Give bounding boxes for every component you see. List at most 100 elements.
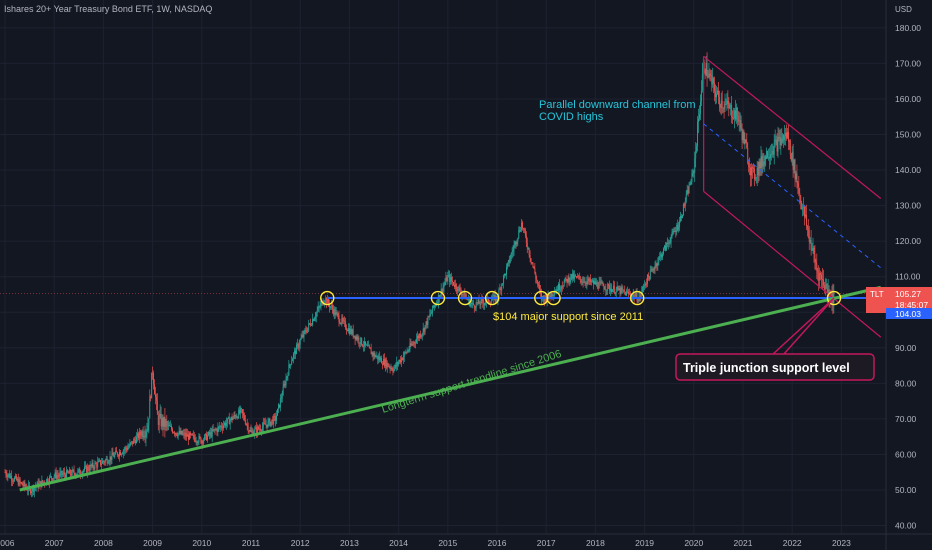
- longterm-trendline[interactable]: [19, 285, 882, 492]
- channel-upper-line[interactable]: [703, 55, 882, 199]
- candle-body: [799, 193, 801, 196]
- candle-body: [471, 303, 472, 304]
- candle-body: [303, 330, 305, 337]
- candle-body: [184, 432, 186, 437]
- candle-body: [197, 442, 199, 443]
- candle-body: [292, 358, 294, 362]
- candle-body: [800, 195, 802, 203]
- candle-body: [554, 292, 556, 296]
- candle-body: [187, 434, 189, 437]
- candle-body: [231, 416, 233, 421]
- candle-body: [418, 334, 420, 338]
- candle-body: [423, 328, 425, 332]
- candle-body: [158, 416, 160, 425]
- candle-body: [133, 439, 135, 444]
- candle-body: [521, 222, 523, 230]
- candle-body: [65, 474, 67, 478]
- candle-body: [686, 190, 688, 195]
- candle-body: [324, 301, 326, 304]
- channel-midline[interactable]: [703, 123, 882, 269]
- time-tick-label: 2014: [389, 538, 408, 548]
- candle-body: [120, 454, 122, 455]
- candle-body: [295, 345, 297, 355]
- candle-body: [109, 456, 111, 462]
- candle-body: [300, 337, 302, 340]
- candle-body: [678, 227, 680, 230]
- channel-annotation: Parallel downward channel from: [539, 99, 696, 111]
- candle-body: [374, 353, 376, 358]
- candle-body: [711, 75, 713, 85]
- candle-body: [340, 323, 342, 324]
- candle-body: [820, 273, 822, 275]
- candle-body: [617, 286, 619, 290]
- candle-body: [642, 286, 644, 292]
- candle-body: [331, 305, 333, 310]
- candle-body: [618, 288, 620, 290]
- candle-body: [564, 277, 566, 282]
- candle-body: [732, 117, 734, 119]
- candle-body: [588, 278, 590, 282]
- candle-body: [105, 458, 107, 460]
- candle-body: [359, 342, 361, 344]
- candle-body: [31, 486, 33, 492]
- candle-body: [208, 432, 210, 435]
- candle-body: [824, 286, 826, 290]
- candle-body: [435, 305, 436, 306]
- candle-body: [122, 450, 124, 454]
- candle-body: [369, 347, 371, 349]
- candle-body: [666, 242, 668, 244]
- candle-body: [110, 456, 112, 460]
- candle-body: [344, 320, 346, 322]
- candle-body: [15, 475, 17, 481]
- candle-body: [505, 273, 506, 275]
- candle-body: [50, 476, 52, 479]
- support-touch-circle: [457, 290, 473, 306]
- candle-body: [655, 263, 657, 267]
- junction-label-box[interactable]: [675, 353, 875, 381]
- candle-body: [172, 429, 173, 433]
- candle-body: [478, 299, 480, 304]
- candle-body: [516, 241, 518, 245]
- candle-body: [665, 242, 667, 251]
- candle-body: [224, 422, 225, 426]
- candle-body: [550, 292, 552, 298]
- candle-body: [522, 222, 523, 229]
- junction-pointer-line: [771, 297, 835, 356]
- candle-body: [646, 283, 647, 285]
- candle-body: [214, 429, 216, 431]
- candle-body: [397, 362, 399, 365]
- candle-body: [362, 344, 364, 347]
- channel-lower-line[interactable]: [703, 190, 882, 338]
- time-tick-label: 2016: [488, 538, 507, 548]
- candle-body: [693, 171, 695, 173]
- candle-body: [185, 433, 187, 437]
- candle-body: [613, 285, 615, 294]
- candle-body: [484, 303, 486, 305]
- candle-body: [61, 470, 63, 476]
- candle-body: [407, 350, 409, 352]
- candle-body: [52, 477, 54, 481]
- candle-body: [685, 194, 687, 202]
- candle-body: [462, 294, 464, 296]
- candle-body: [241, 408, 242, 410]
- candle-body: [600, 281, 602, 283]
- time-tick-label: 2012: [291, 538, 310, 548]
- candle-body: [373, 353, 375, 356]
- candle-body: [391, 367, 393, 371]
- candle-body: [412, 344, 414, 345]
- candle-body: [632, 294, 634, 296]
- candle-body: [816, 264, 818, 271]
- support-touch-circle: [546, 290, 561, 306]
- candle-body: [479, 303, 481, 305]
- candle-body: [614, 292, 616, 294]
- candle-body: [694, 158, 696, 173]
- candle-body: [210, 431, 212, 437]
- channel-annotation: COVID highs: [539, 111, 604, 123]
- candle-body: [360, 337, 362, 344]
- candle-body: [242, 409, 243, 414]
- candle-body: [811, 249, 813, 251]
- candle-body: [219, 426, 221, 428]
- candle-body: [612, 285, 614, 290]
- candle-body: [734, 110, 735, 119]
